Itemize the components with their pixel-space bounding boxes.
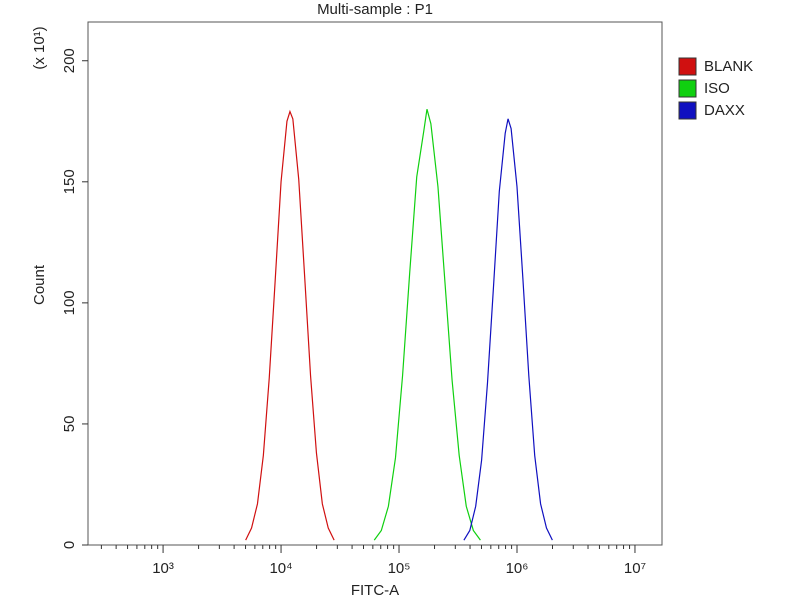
legend-label: ISO (704, 80, 730, 97)
legend-label: DAXX (704, 102, 745, 119)
x-axis-label: FITC-A (351, 582, 399, 599)
y-tick-label: 0 (61, 541, 78, 549)
x-tick-label: 10³ (152, 560, 174, 577)
histogram-line (245, 109, 335, 541)
y-multiplier: (x 10¹) (31, 26, 48, 69)
y-tick-label: 150 (61, 169, 78, 194)
x-tick-label: 10⁷ (624, 560, 646, 577)
histogram-line (463, 118, 553, 541)
y-tick-label: 100 (61, 290, 78, 315)
plot-frame (87, 21, 663, 546)
y-tick-label: 200 (61, 48, 78, 73)
x-tick-label: 10⁴ (269, 560, 292, 577)
legend-label: BLANK (704, 58, 753, 75)
x-tick-label: 10⁵ (388, 560, 411, 577)
legend-swatch (678, 79, 697, 98)
histogram-line (373, 109, 481, 541)
legend-swatch (678, 101, 697, 120)
chart-title: Multi-sample : P1 (317, 1, 433, 18)
y-axis-label: Count (31, 264, 48, 305)
legend-swatch (678, 57, 697, 76)
x-tick-label: 10⁶ (506, 560, 529, 577)
y-tick-label: 50 (61, 416, 78, 433)
